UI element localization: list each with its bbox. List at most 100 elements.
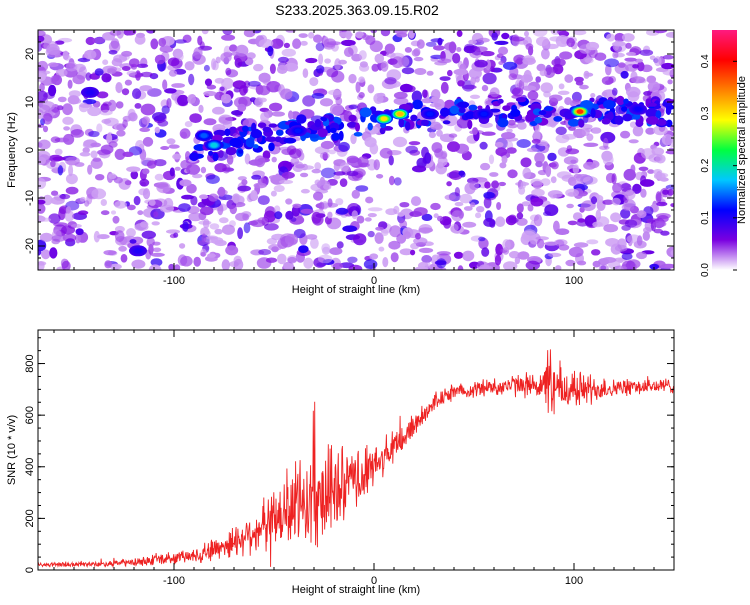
heatmap-cell xyxy=(534,152,545,164)
heatmap-ridge-cell xyxy=(353,132,363,137)
heatmap-cell xyxy=(323,183,332,190)
heatmap-ridge-cell xyxy=(647,102,657,107)
heatmap-cell xyxy=(239,85,248,96)
heatmap-cell xyxy=(479,264,490,270)
heatmap-cell xyxy=(52,156,66,161)
heatmap-cell xyxy=(630,164,636,174)
heatmap-cell xyxy=(38,150,51,161)
heatmap-cell xyxy=(617,258,624,264)
heatmap-cell xyxy=(335,198,344,206)
heatmap-cell xyxy=(429,121,442,130)
heatmap-cell xyxy=(57,165,64,176)
heatmap-cell xyxy=(186,164,201,175)
heatmap-cell xyxy=(134,34,146,45)
heatmap-cell xyxy=(233,194,240,204)
heatmap-cell xyxy=(38,139,51,150)
heatmap-cell xyxy=(501,32,510,40)
heatmap-cell xyxy=(474,76,480,83)
heatmap-cell xyxy=(346,170,359,177)
heatmap-cell xyxy=(550,176,557,184)
heatmap-cell xyxy=(577,260,587,266)
heatmap-cell xyxy=(541,48,550,60)
heatmap-cell xyxy=(211,58,217,70)
heatmap-ridge-cell xyxy=(338,130,344,141)
heatmap-cell xyxy=(121,88,130,96)
heatmap-cell xyxy=(555,265,562,270)
heatmap-cell xyxy=(146,30,156,34)
heatmap-cell xyxy=(96,123,103,133)
heatmap-cell xyxy=(566,37,575,48)
heatmap-cell xyxy=(48,84,57,97)
heatmap-ridge-cell xyxy=(497,98,504,104)
heatmap-cell xyxy=(413,207,428,216)
heatmap-cell xyxy=(626,51,636,56)
heatmap-cell xyxy=(475,212,482,219)
heatmap-cell xyxy=(287,256,297,264)
heatmap-ridge-cell xyxy=(314,119,322,128)
heatmap-cell xyxy=(491,31,499,41)
heatmap-cell xyxy=(469,94,481,100)
heatmap-cell xyxy=(462,250,475,262)
heatmap-ridge-cell xyxy=(477,105,483,110)
heatmap-cell xyxy=(374,53,385,64)
heatmap-cell xyxy=(411,90,423,103)
heatmap-cell xyxy=(193,256,201,267)
heatmap-cell xyxy=(186,183,197,194)
heatmap-cell xyxy=(358,50,367,60)
heatmap-cell xyxy=(435,151,447,159)
heatmap-cell xyxy=(531,138,541,144)
heatmap-cell xyxy=(590,127,602,134)
heatmap-cell xyxy=(468,68,482,79)
heatmap-cell xyxy=(221,259,230,270)
heatmap-cell xyxy=(555,239,565,247)
heatmap-cell xyxy=(158,37,167,47)
heatmap-cell xyxy=(188,73,195,86)
snr-ytick-label: 400 xyxy=(24,458,36,476)
heatmap-cell xyxy=(258,249,272,256)
heatmap-cell xyxy=(447,141,460,152)
heatmap-cell xyxy=(601,257,617,263)
heatmap-cell xyxy=(320,167,336,179)
heatmap-cell xyxy=(38,217,52,222)
spectrogram-heatmap xyxy=(38,30,674,270)
heatmap-cell xyxy=(106,132,113,145)
heatmap-cell xyxy=(328,149,337,155)
heatmap-cell xyxy=(491,180,499,189)
heatmap-cell xyxy=(411,49,420,57)
heatmap-cell xyxy=(237,227,244,240)
colorbar-tick-label: 0.2 xyxy=(700,158,711,172)
heatmap-cell xyxy=(57,96,67,103)
heatmap-cell xyxy=(222,224,235,235)
spectrogram-ytick-label: -20 xyxy=(24,238,36,254)
heatmap-cell xyxy=(557,147,570,157)
snr-xtick-label: -100 xyxy=(163,575,185,587)
heatmap-cell xyxy=(55,68,68,77)
snr-ylabel: SNR (10 * v/v) xyxy=(6,415,18,485)
heatmap-cell xyxy=(533,214,543,227)
heatmap-cell xyxy=(281,171,295,179)
heatmap-cell xyxy=(585,41,600,51)
spectrogram-ytick-label: -10 xyxy=(24,190,36,206)
heatmap-ridge-cell xyxy=(449,105,460,115)
heatmap-cell xyxy=(363,259,378,270)
heatmap-cell xyxy=(387,58,398,65)
heatmap-cell xyxy=(68,164,74,177)
heatmap-ridge-cell xyxy=(544,106,554,112)
heatmap-ridge-cell xyxy=(646,116,659,125)
snr-panel: -100 0 100 0 200 400 600 800 Height of straight… xyxy=(6,329,675,596)
heatmap-cell xyxy=(49,247,58,259)
heatmap-cell xyxy=(283,261,294,270)
heatmap-cell xyxy=(604,58,620,68)
heatmap-cell xyxy=(318,254,333,264)
heatmap-cell xyxy=(582,176,598,185)
heatmap-cell xyxy=(152,247,162,253)
heatmap-cell xyxy=(342,225,358,232)
heatmap-cell xyxy=(357,156,369,168)
spectrogram-ytick-label: 0 xyxy=(24,147,36,153)
heatmap-cell xyxy=(613,265,628,270)
heatmap-cell xyxy=(355,185,369,192)
heatmap-cell xyxy=(203,64,210,72)
heatmap-cell xyxy=(129,239,137,244)
heatmap-cell xyxy=(208,193,219,202)
heatmap-cell xyxy=(114,230,125,243)
